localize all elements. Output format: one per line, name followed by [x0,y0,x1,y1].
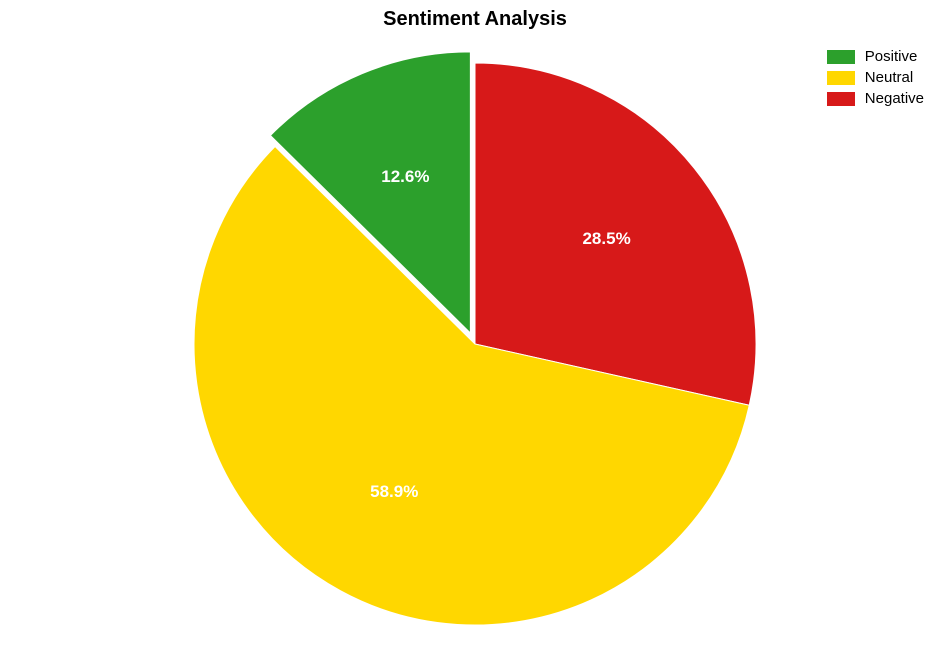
legend-item-negative: Negative [827,90,924,107]
pie-slice-label-neutral: 58.9% [370,482,418,502]
legend-label-negative: Negative [865,90,924,107]
pie-slice-label-positive: 12.6% [381,167,429,187]
pie-chart-container: Sentiment Analysis Positive Neutral Nega… [0,0,950,662]
legend-swatch-neutral [827,71,855,85]
legend-label-positive: Positive [865,48,918,65]
legend-swatch-positive [827,50,855,64]
legend: Positive Neutral Negative [827,48,924,111]
legend-swatch-negative [827,92,855,106]
legend-label-neutral: Neutral [865,69,913,86]
pie-slice-label-negative: 28.5% [582,229,630,249]
legend-item-positive: Positive [827,48,924,65]
pie-chart [0,0,950,662]
legend-item-neutral: Neutral [827,69,924,86]
